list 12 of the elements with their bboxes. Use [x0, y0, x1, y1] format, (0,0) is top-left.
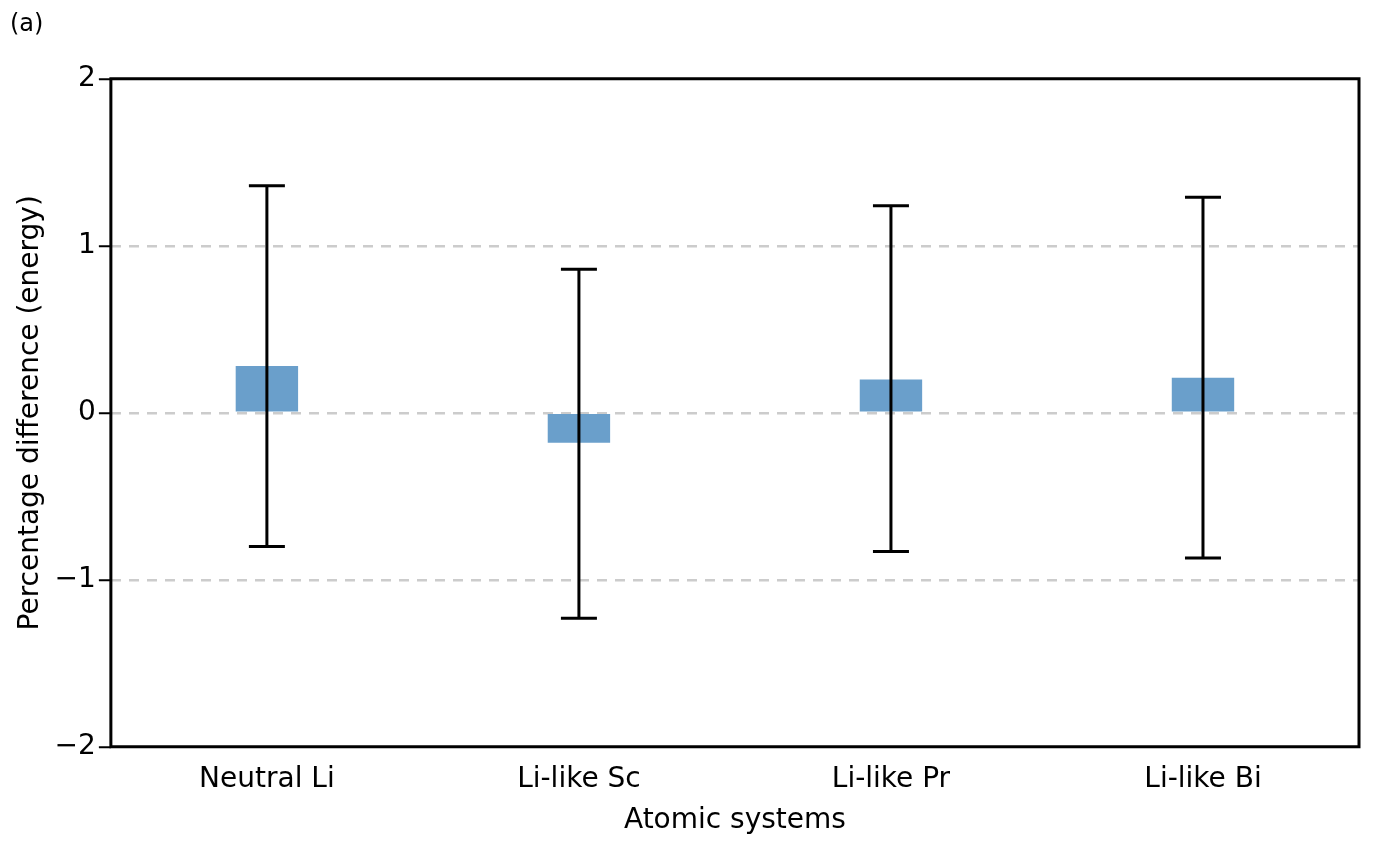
y-tick-label: 2 — [78, 60, 96, 94]
y-tick-label: 1 — [78, 227, 96, 261]
x-axis-title: Atomic systems — [623, 802, 846, 836]
x-tick-label: Li-like Bi — [1144, 760, 1262, 794]
y-tick-label: −1 — [54, 561, 96, 595]
x-tick-label: Li-like Sc — [517, 760, 641, 794]
x-tick-label: Li-like Pr — [831, 760, 951, 794]
chart-title: (a) — [10, 8, 44, 37]
y-tick-label: −2 — [54, 728, 96, 762]
y-axis-title: Percentage difference (energy) — [12, 195, 46, 631]
y-tick-label: 0 — [78, 394, 96, 428]
x-tick-label: Neutral Li — [199, 760, 335, 794]
